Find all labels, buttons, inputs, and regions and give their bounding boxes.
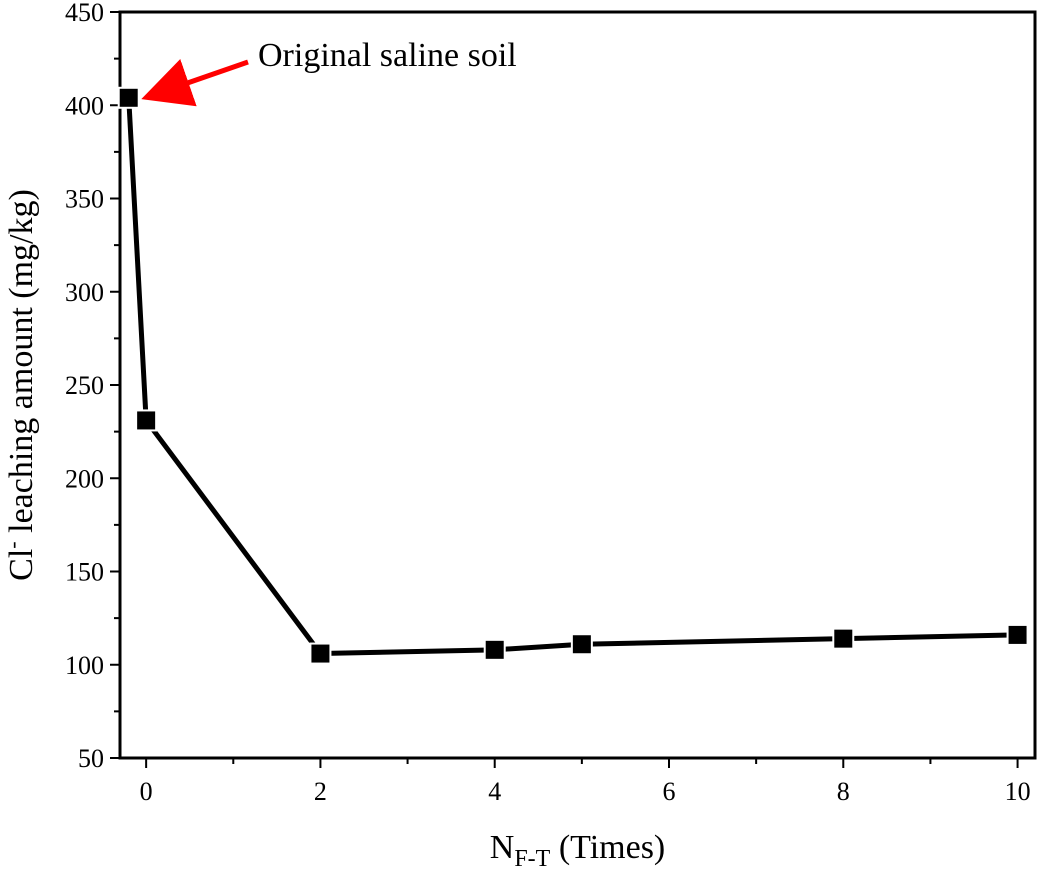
data-point bbox=[309, 642, 332, 665]
data-point bbox=[117, 86, 140, 109]
x-axis-title-subscript: F-T bbox=[514, 846, 550, 870]
y-tick-label: 150 bbox=[65, 558, 104, 587]
series-line bbox=[126, 97, 1018, 657]
annotation-arrow bbox=[141, 59, 249, 107]
annotation-label: Original saline soil bbox=[258, 37, 517, 74]
data-point bbox=[832, 627, 855, 650]
x-tick-label: 0 bbox=[140, 777, 153, 806]
y-axis-title-superscript: - bbox=[0, 541, 25, 548]
y-tick-label: 300 bbox=[65, 278, 104, 307]
axes: 0 2 4 6 8 10 50 100 150 200 250 300 350 400 450 bbox=[65, 0, 1037, 806]
x-tick-label: 2 bbox=[314, 777, 327, 806]
x-tick-label: 6 bbox=[663, 777, 676, 806]
data-point bbox=[483, 638, 506, 661]
y-axis-title: Cl- leaching amount (mg/kg) bbox=[0, 189, 40, 581]
y-tick-label: 200 bbox=[65, 464, 104, 493]
x-tick-label: 10 bbox=[1005, 777, 1031, 806]
y-axis-title-suffix: leaching amount (mg/kg) bbox=[3, 189, 40, 541]
annotation-layer: Original saline soil bbox=[141, 37, 517, 107]
x-axis-title: NF-T (Times) bbox=[490, 829, 666, 870]
x-tick-label: 8 bbox=[837, 777, 850, 806]
data-point bbox=[135, 409, 158, 432]
x-axis-title-main: N bbox=[490, 829, 515, 866]
series-layer bbox=[117, 86, 1029, 665]
data-point bbox=[1006, 623, 1029, 646]
y-tick-label: 250 bbox=[65, 371, 104, 400]
x-tick-label: 4 bbox=[488, 777, 501, 806]
x-axis-title-suffix: (Times) bbox=[550, 829, 665, 866]
y-tick-label: 50 bbox=[78, 744, 104, 773]
y-tick-label: 350 bbox=[65, 185, 104, 214]
y-tick-label: 100 bbox=[65, 651, 104, 680]
y-tick-label: 400 bbox=[65, 91, 104, 120]
y-axis-title-main: Cl bbox=[3, 549, 40, 581]
y-tick-label: 450 bbox=[65, 0, 104, 27]
data-point bbox=[570, 633, 593, 656]
